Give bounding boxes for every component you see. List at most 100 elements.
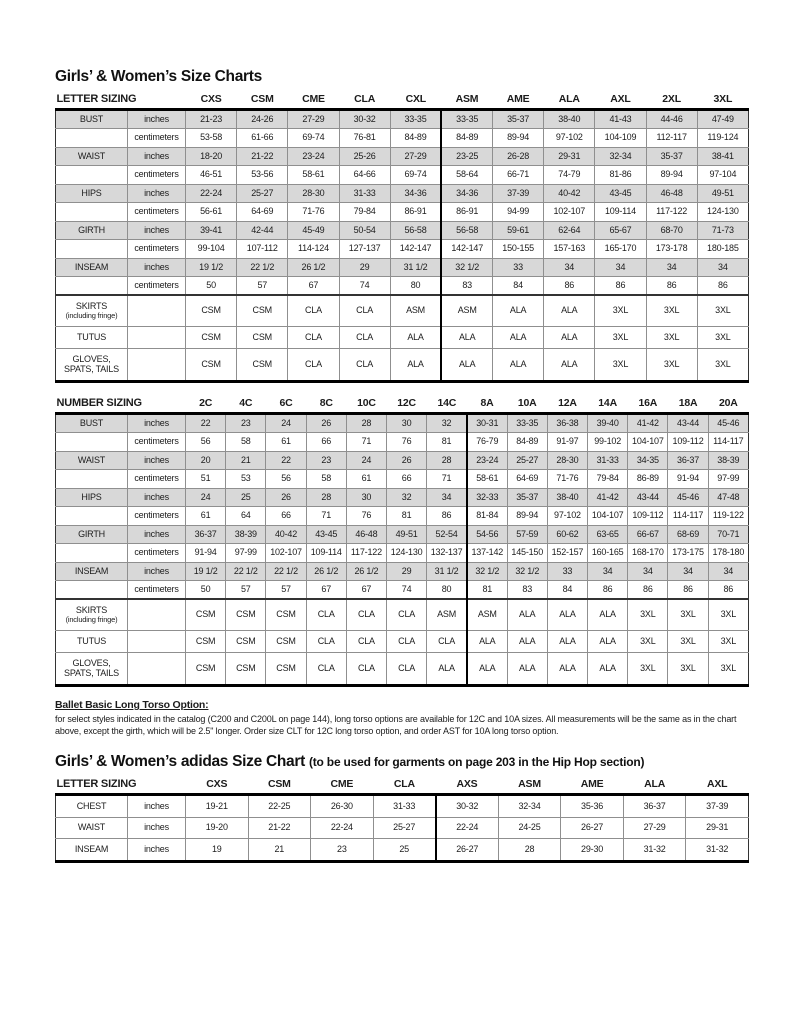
size-cell: 80 — [389, 275, 442, 296]
size-cell: 22-24 — [310, 816, 374, 840]
size-cell: 91-97 — [546, 432, 589, 452]
size-cell: 76-79 — [465, 432, 508, 452]
size-cell: 3XL — [707, 598, 750, 631]
letter-sizing-table-container: LETTER SIZING CXS CSM CME CLA CXL ASM AME ALA AXL… — [55, 91, 750, 383]
size-cell: 56-61 — [184, 202, 238, 222]
size-cell: 54-56 — [465, 524, 508, 545]
size-cell: 36-38 — [546, 412, 589, 434]
row-unit — [127, 294, 186, 327]
column-header: AXL — [594, 91, 647, 111]
row-label: WAIST — [55, 146, 128, 167]
size-cell: 46-51 — [184, 165, 238, 185]
size-cell: 102-107 — [265, 543, 307, 563]
size-cell: ALA — [587, 652, 629, 687]
column-header: CME — [287, 91, 340, 111]
size-cell: ALA — [465, 629, 508, 654]
size-cell: 43-45 — [594, 183, 647, 204]
size-cell: 71-73 — [696, 220, 750, 241]
size-cell: 67 — [345, 579, 388, 600]
size-cell: 41-43 — [594, 108, 647, 130]
size-cell: 26-27 — [434, 838, 499, 863]
size-cell: 24-26 — [236, 108, 289, 130]
column-header: 20A — [708, 395, 749, 415]
size-cell: 24 — [265, 412, 307, 434]
size-cell: 58 — [305, 469, 347, 489]
size-cell: ALA — [440, 325, 494, 350]
size-cell: 112-117 — [645, 128, 698, 148]
row-label: GLOVES, SPATS, TAILS — [55, 348, 128, 383]
size-cell: 34 — [667, 561, 709, 581]
size-cell: 22-24 — [434, 816, 499, 840]
size-cell: 39-40 — [587, 412, 629, 434]
size-cell: 74 — [338, 275, 391, 296]
size-cell: CSM — [225, 652, 267, 687]
size-cell: 36-37 — [667, 450, 709, 471]
size-cell: 29-30 — [560, 838, 624, 863]
column-header: 10C — [346, 395, 387, 415]
size-cell: 36-37 — [184, 524, 227, 545]
row-label: SKIRTS (including fringe) — [55, 598, 128, 631]
size-cell: 37-39 — [492, 183, 545, 204]
size-cell: 61 — [345, 469, 388, 489]
size-cell: 3XL — [645, 294, 698, 327]
row-unit: inches — [127, 450, 186, 471]
row-unit: inches — [127, 794, 186, 818]
size-cell: 37-39 — [685, 794, 749, 818]
size-cell: 3XL — [594, 348, 647, 383]
size-cell: 102-107 — [543, 202, 596, 222]
size-cell: 45-49 — [287, 220, 340, 241]
size-cell: 81-86 — [594, 165, 647, 185]
size-cell: 3XL — [667, 629, 709, 654]
size-cell: 66 — [386, 469, 428, 489]
size-cell: 68-70 — [645, 220, 698, 241]
row-label — [55, 128, 128, 148]
size-cell: 26-27 — [560, 816, 624, 840]
row-unit: inches — [127, 816, 186, 840]
measure-row: CHEST inches 19-21 22-25 26-30 31-33 30-32 32-3… — [55, 794, 749, 818]
garment-row: GLOVES, SPATS, TAILS CSM CSM CLA CLA ALA ALA AL… — [55, 348, 750, 383]
size-cell: 178-180 — [707, 543, 750, 563]
size-cell: 71-76 — [546, 469, 589, 489]
size-cell: 64-66 — [338, 165, 391, 185]
size-cell: 79-84 — [338, 202, 391, 222]
size-cell: 32-33 — [465, 487, 508, 508]
size-cell: 3XL — [667, 652, 709, 687]
size-cell: 28-30 — [546, 450, 589, 471]
size-cell: 24 — [345, 450, 388, 471]
size-cell: 58-61 — [465, 469, 508, 489]
row-label: INSEAM — [55, 838, 128, 863]
size-cell: 53-56 — [236, 165, 289, 185]
size-cell: CLA — [287, 325, 340, 350]
column-header: 12A — [547, 395, 588, 415]
size-cell: 59-61 — [492, 220, 545, 241]
size-cell: 23-24 — [465, 450, 508, 471]
size-cell: 76 — [386, 432, 428, 452]
column-header: ASM — [498, 776, 561, 797]
size-cell: CLA — [338, 294, 391, 327]
size-cell: 22 1/2 — [236, 257, 289, 277]
column-header: AME — [492, 91, 544, 111]
size-cell: 38-40 — [546, 487, 589, 508]
size-cell: ALA — [543, 348, 596, 383]
size-cell: 22-25 — [247, 794, 312, 818]
row-label — [55, 543, 128, 563]
size-cell: 25 — [225, 487, 267, 508]
size-cell: 68-69 — [667, 524, 709, 545]
row-unit: centimeters — [127, 128, 186, 148]
column-header: 4C — [225, 395, 266, 415]
size-cell: 34 — [696, 257, 750, 277]
size-cell: CSM — [265, 629, 307, 654]
garment-row: TUTUS CSM CSM CSM CLA CLA CLA CLA ALA ALA ALA ALA 3X… — [55, 629, 750, 654]
size-cell: 89-94 — [492, 128, 545, 148]
size-cell: 50 — [184, 579, 227, 600]
size-cell: 42-44 — [236, 220, 289, 241]
measure-row: WAIST inches 20 21 22 23 24 26 28 23-24 25-27 28-30… — [55, 450, 750, 471]
size-cell: 20 — [184, 450, 227, 471]
size-cell: 86-91 — [389, 202, 442, 222]
size-cell: 137-142 — [465, 543, 508, 563]
table-header-label: LETTER SIZING — [55, 776, 186, 797]
row-label: HIPS — [55, 487, 128, 508]
size-cell: 26-28 — [492, 146, 545, 167]
size-cell: 97-99 — [225, 543, 267, 563]
size-cell: 27-29 — [622, 816, 687, 840]
